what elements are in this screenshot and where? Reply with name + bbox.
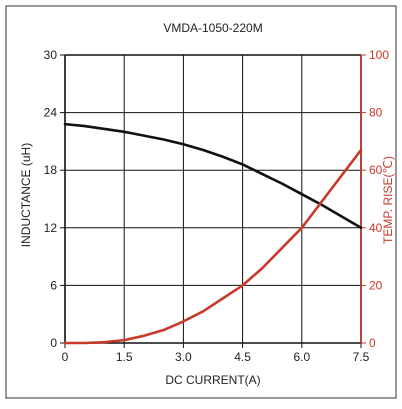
chart-title: VMDA-1050-220M — [163, 21, 262, 35]
y-left-tick-label: 24 — [44, 106, 58, 120]
y-right-tick-label: 100 — [369, 48, 389, 62]
series-lines — [63, 122, 363, 345]
chart-border — [5, 5, 397, 399]
x-axis-label: DC CURRENT(A) — [165, 373, 260, 387]
y-left-tick-label: 0 — [50, 336, 57, 350]
x-tick-label: 6.0 — [293, 350, 310, 364]
x-tick-label: 4.5 — [234, 350, 251, 364]
y-right-tick-label: 60 — [369, 163, 383, 177]
x-tick-label: 1.5 — [116, 350, 133, 364]
y-right-tick-label: 20 — [369, 278, 383, 292]
y-right-tick-label: 80 — [369, 106, 383, 120]
y-axis-label-left: INDUCTANCE (uH) — [19, 143, 33, 247]
y-left-tick-label: 12 — [44, 221, 58, 235]
series-line-temp-rise — [63, 148, 363, 345]
x-tick-label: 3.0 — [175, 350, 192, 364]
y-right-tick-label: 40 — [369, 221, 383, 235]
y-left-tick-label: 6 — [50, 278, 57, 292]
grid-lines — [60, 54, 366, 348]
y-left-tick-label: 18 — [44, 163, 58, 177]
y-left-tick-label: 30 — [44, 48, 58, 62]
series-line-inductance — [63, 122, 363, 230]
y-right-tick-label: 0 — [369, 336, 376, 350]
x-tick-label: 7.5 — [353, 350, 370, 364]
y-axis-label-right: TEMP. RISE(℃) — [381, 156, 395, 244]
x-tick-label: 0 — [62, 350, 69, 364]
